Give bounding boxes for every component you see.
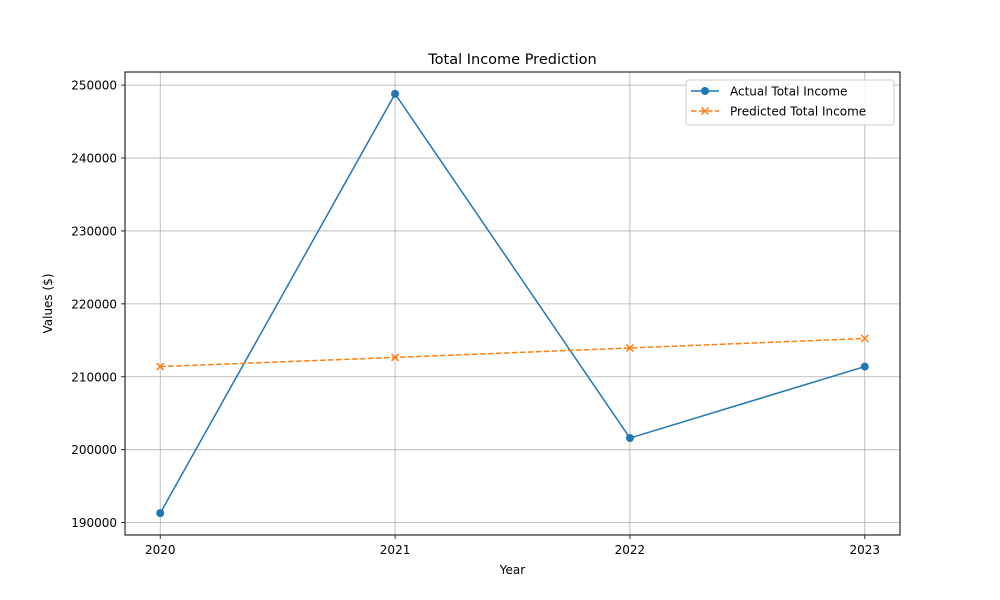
series-layer xyxy=(156,89,869,518)
y-tick-label: 250000 xyxy=(71,79,117,93)
y-tick-label: 210000 xyxy=(71,370,117,384)
actual-total-income-point xyxy=(391,89,400,98)
actual-total-income-point xyxy=(625,434,634,443)
axis-ticks: 2020 2021 2022 2023 190000 200000 210000 220000… xyxy=(71,79,880,557)
actual-total-income-line xyxy=(159,93,865,514)
legend-actual-label: Actual Total Income xyxy=(730,85,847,99)
actual-total-income-point xyxy=(860,362,869,371)
chart-title: Total Income Prediction xyxy=(427,52,596,68)
x-tick-label: 2023 xyxy=(849,543,880,557)
predicted-total-income-point xyxy=(391,353,400,362)
predicted-total-income-point xyxy=(156,362,165,371)
y-tick-label: 220000 xyxy=(71,297,117,311)
legend-predicted-label: Predicted Total Income xyxy=(730,105,866,119)
y-tick-label: 200000 xyxy=(71,443,117,457)
y-tick-label: 230000 xyxy=(71,224,117,238)
legend-actual-marker xyxy=(701,87,709,95)
actual-total-income-point xyxy=(156,509,165,518)
x-axis-label: Year xyxy=(499,563,525,577)
y-tick-label: 240000 xyxy=(71,152,117,166)
x-tick-label: 2022 xyxy=(615,543,646,557)
legend: Actual Total Income Predicted Total Inco… xyxy=(685,79,895,126)
x-tick-label: 2021 xyxy=(380,543,411,557)
predicted-total-income-line xyxy=(160,337,865,368)
x-tick-label: 2020 xyxy=(145,543,176,557)
y-tick-label: 190000 xyxy=(71,516,117,530)
predicted-total-income-point xyxy=(625,343,634,353)
predicted-total-income-point xyxy=(860,334,869,343)
legend-predicted-marker xyxy=(700,106,710,116)
legend-box xyxy=(685,79,895,126)
y-axis-label: Values ($) xyxy=(41,273,55,333)
